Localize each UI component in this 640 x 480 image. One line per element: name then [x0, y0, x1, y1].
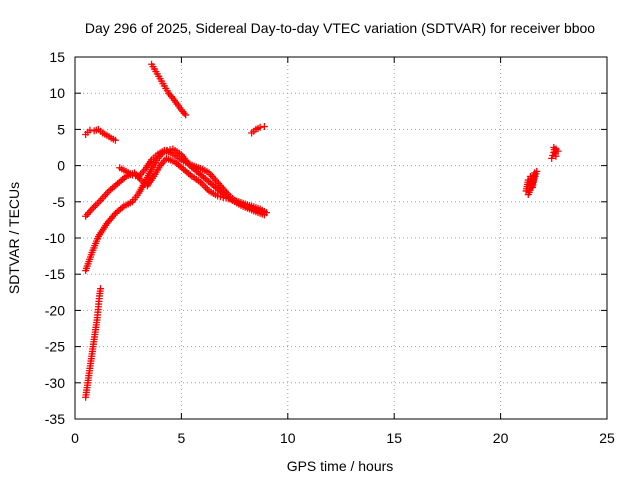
data-point — [86, 126, 94, 134]
series-6 — [82, 285, 105, 401]
y-tick-label: -30 — [45, 375, 65, 391]
y-tick-label: -10 — [45, 230, 65, 246]
axis-ticks: 0 5 10 15 20 25 15 10 5 0 -5 -10 -15 -20 -25 -30 -35 — [45, 49, 615, 446]
x-tick-label: 10 — [280, 430, 296, 446]
y-tick-label: -5 — [53, 194, 66, 210]
data-point — [533, 167, 541, 175]
data-point-fill — [132, 172, 140, 180]
data-point — [260, 123, 268, 131]
series-3 — [116, 146, 264, 215]
chart-title: Day 296 of 2025, Sidereal Day-to-day VTE… — [85, 20, 595, 36]
data-point — [256, 123, 264, 131]
x-tick-label: 25 — [599, 430, 615, 446]
x-axis-label: GPS time / hours — [287, 458, 394, 474]
series-9 — [548, 144, 562, 162]
x-tick-label: 5 — [178, 430, 186, 446]
data-point — [182, 111, 190, 119]
y-tick-label: 15 — [49, 49, 65, 65]
x-tick-label: 20 — [493, 430, 509, 446]
data-point — [97, 285, 105, 293]
data-point — [552, 152, 560, 160]
y-tick-label: 5 — [57, 121, 65, 137]
y-tick-label: -35 — [45, 411, 65, 427]
y-tick-label: 10 — [49, 85, 65, 101]
x-tick-label: 15 — [386, 430, 402, 446]
data-point-fill — [95, 198, 103, 206]
data-point — [256, 207, 264, 215]
series-2 — [82, 154, 271, 220]
data-points — [82, 60, 562, 401]
data-point-fill — [91, 202, 99, 210]
y-tick-label: -25 — [45, 339, 65, 355]
data-point — [128, 171, 136, 179]
y-tick-label: -15 — [45, 266, 65, 282]
series-5 — [82, 125, 119, 144]
y-tick-label: -20 — [45, 302, 65, 318]
series-4 — [148, 60, 190, 119]
data-point — [111, 136, 119, 144]
data-point-fill — [90, 203, 98, 211]
y-tick-label: 0 — [57, 158, 65, 174]
x-tick-label: 0 — [71, 430, 79, 446]
series-8 — [522, 167, 541, 199]
y-axis-label: SDTVAR / TECUs — [6, 182, 22, 294]
series-7 — [248, 123, 268, 137]
grid — [75, 57, 607, 419]
data-point — [263, 209, 271, 217]
